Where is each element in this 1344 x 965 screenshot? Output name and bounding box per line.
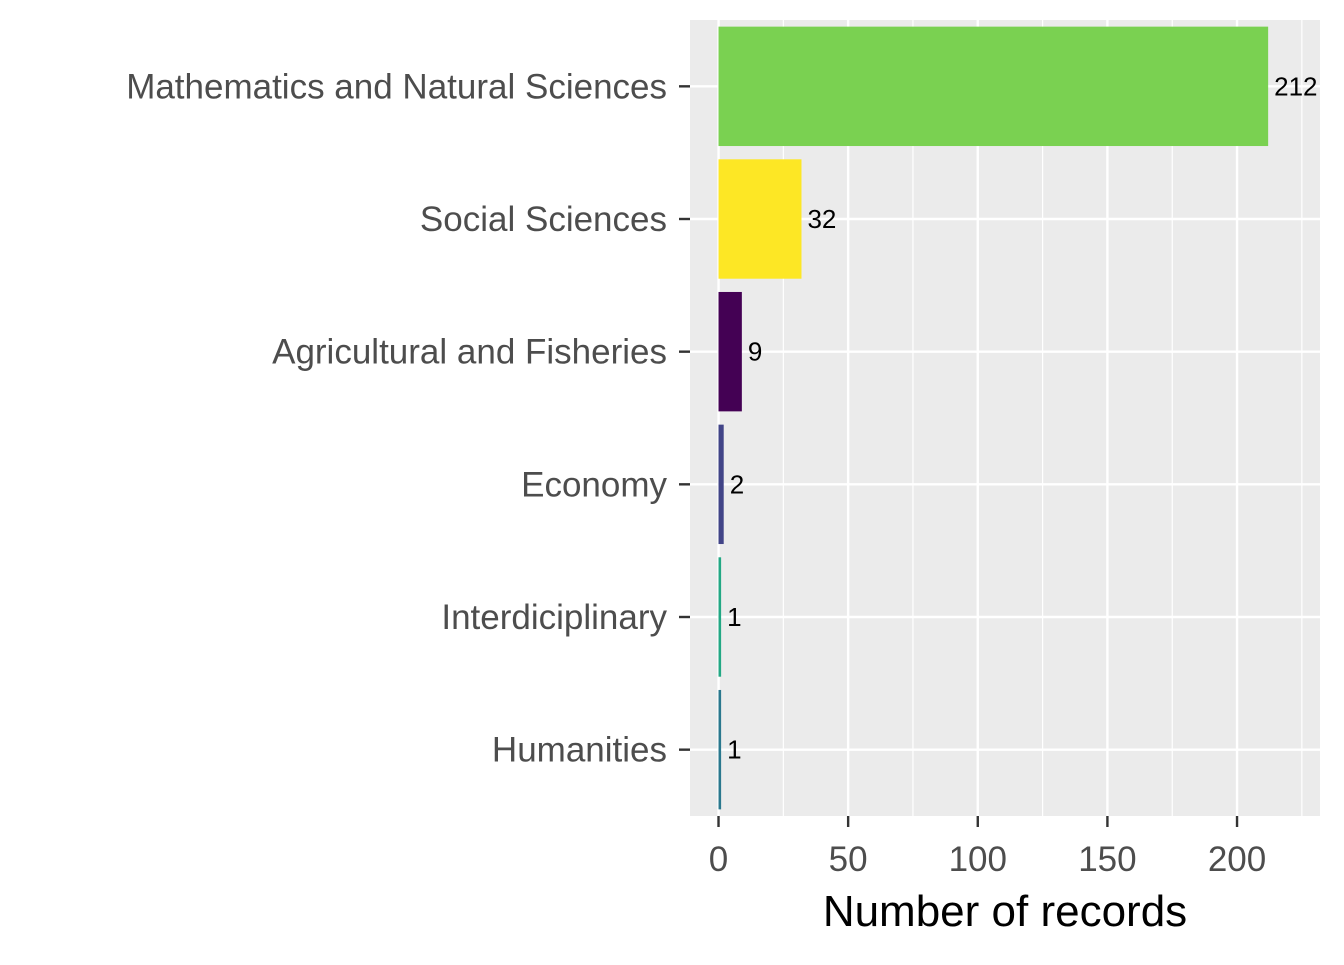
bar bbox=[718, 689, 722, 810]
y-tick-label: Economy bbox=[521, 465, 667, 504]
bar bbox=[718, 291, 742, 412]
x-axis: 0 50 100 150 200 bbox=[709, 816, 1266, 879]
bars bbox=[718, 26, 1269, 810]
data-label: 2 bbox=[730, 469, 744, 499]
data-label: 212 bbox=[1274, 71, 1317, 101]
data-label: 1 bbox=[727, 735, 741, 765]
bar bbox=[718, 424, 724, 545]
bar bbox=[718, 159, 802, 279]
plot-panel bbox=[690, 20, 1320, 816]
x-tick-label: 100 bbox=[949, 840, 1007, 879]
y-tick-label: Mathematics and Natural Sciences bbox=[126, 67, 667, 106]
data-label: 9 bbox=[748, 337, 762, 367]
y-tick-label: Interdiciplinary bbox=[441, 598, 667, 637]
y-tick-label: Social Sciences bbox=[420, 200, 667, 239]
data-label: 32 bbox=[807, 204, 836, 234]
bar bbox=[718, 557, 722, 677]
y-axis: Mathematics and Natural Sciences Social S… bbox=[126, 67, 690, 770]
y-tick-label: Agricultural and Fisheries bbox=[272, 333, 667, 372]
x-tick-label: 50 bbox=[829, 840, 868, 879]
grid-lines bbox=[690, 20, 1320, 816]
data-label: 1 bbox=[727, 602, 741, 632]
x-tick-label: 200 bbox=[1208, 840, 1266, 879]
bar bbox=[718, 26, 1269, 147]
x-tick-label: 150 bbox=[1078, 840, 1136, 879]
data-labels: 212 32 9 2 1 1 bbox=[727, 71, 1317, 764]
y-tick-label: Humanities bbox=[492, 731, 667, 770]
x-tick-label: 0 bbox=[709, 840, 728, 879]
x-axis-title: Number of records bbox=[823, 887, 1187, 936]
